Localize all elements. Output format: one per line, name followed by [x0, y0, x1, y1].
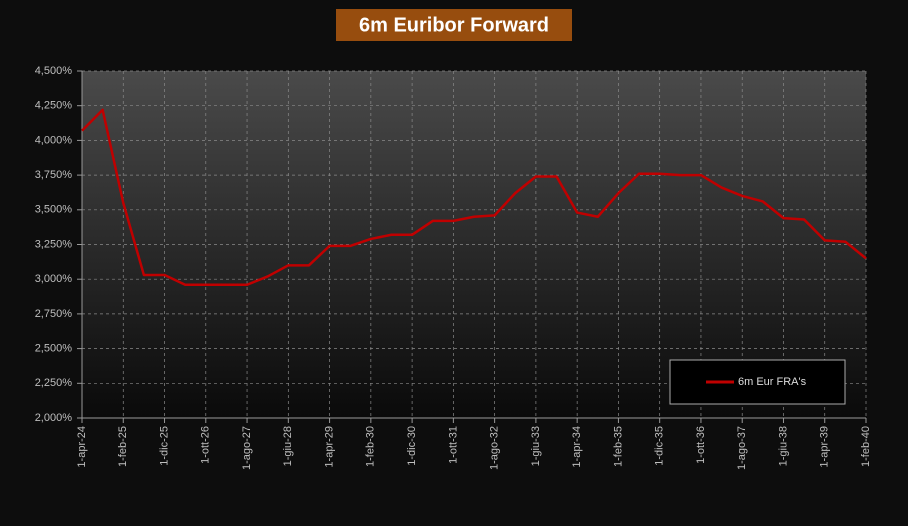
x-tick-label: 1-feb-30 — [365, 426, 377, 467]
x-tick-label: 1-feb-35 — [612, 426, 624, 467]
series-line — [81, 108, 867, 287]
x-tick-label: 1-ott-26 — [200, 426, 212, 464]
y-tick-label: 4,500% — [35, 65, 73, 77]
y-tick-label: 3,500% — [35, 204, 73, 216]
y-tick-label: 3,000% — [35, 273, 73, 285]
x-tick-label: 1-giu-33 — [530, 426, 542, 466]
y-tick-label: 3,750% — [35, 169, 73, 181]
y-tick-label: 2,750% — [35, 308, 73, 320]
legend-box — [669, 359, 846, 405]
x-tick-label: 1-apr-24 — [76, 426, 88, 468]
y-tick-label: 2,000% — [35, 412, 73, 424]
x-tick-label: 1-feb-25 — [117, 426, 129, 467]
x-tick-label: 1-ago-27 — [241, 426, 253, 470]
x-tick-label: 1-apr-34 — [571, 426, 583, 468]
x-tick-label: 1-giu-38 — [777, 426, 789, 466]
x-tick-label: 1-ago-37 — [736, 426, 748, 470]
x-tick-label: 1-ott-31 — [447, 426, 459, 464]
chart-title: 6m Euribor Forward — [359, 14, 549, 36]
y-tick-label: 3,250% — [35, 238, 73, 250]
x-tick-label: 1-apr-29 — [323, 426, 335, 468]
legend-label: 6m Eur FRA's — [738, 376, 807, 388]
x-tick-label: 1-dic-25 — [158, 426, 170, 466]
x-tick-label: 1-dic-30 — [406, 426, 418, 466]
x-tick-label: 1-dic-35 — [654, 426, 666, 466]
y-tick-label: 4,000% — [35, 134, 73, 146]
x-tick-label: 1-ago-32 — [489, 426, 501, 470]
y-tick-label: 4,250% — [35, 100, 73, 112]
x-tick-label: 1-ott-36 — [695, 426, 707, 464]
x-tick-label: 1-giu-28 — [282, 426, 294, 466]
x-tick-label: 1-apr-39 — [819, 426, 831, 468]
y-tick-label: 2,250% — [35, 377, 73, 389]
title-box — [336, 9, 572, 41]
y-tick-label: 2,500% — [35, 343, 73, 355]
x-tick-label: 1-feb-40 — [860, 426, 872, 467]
